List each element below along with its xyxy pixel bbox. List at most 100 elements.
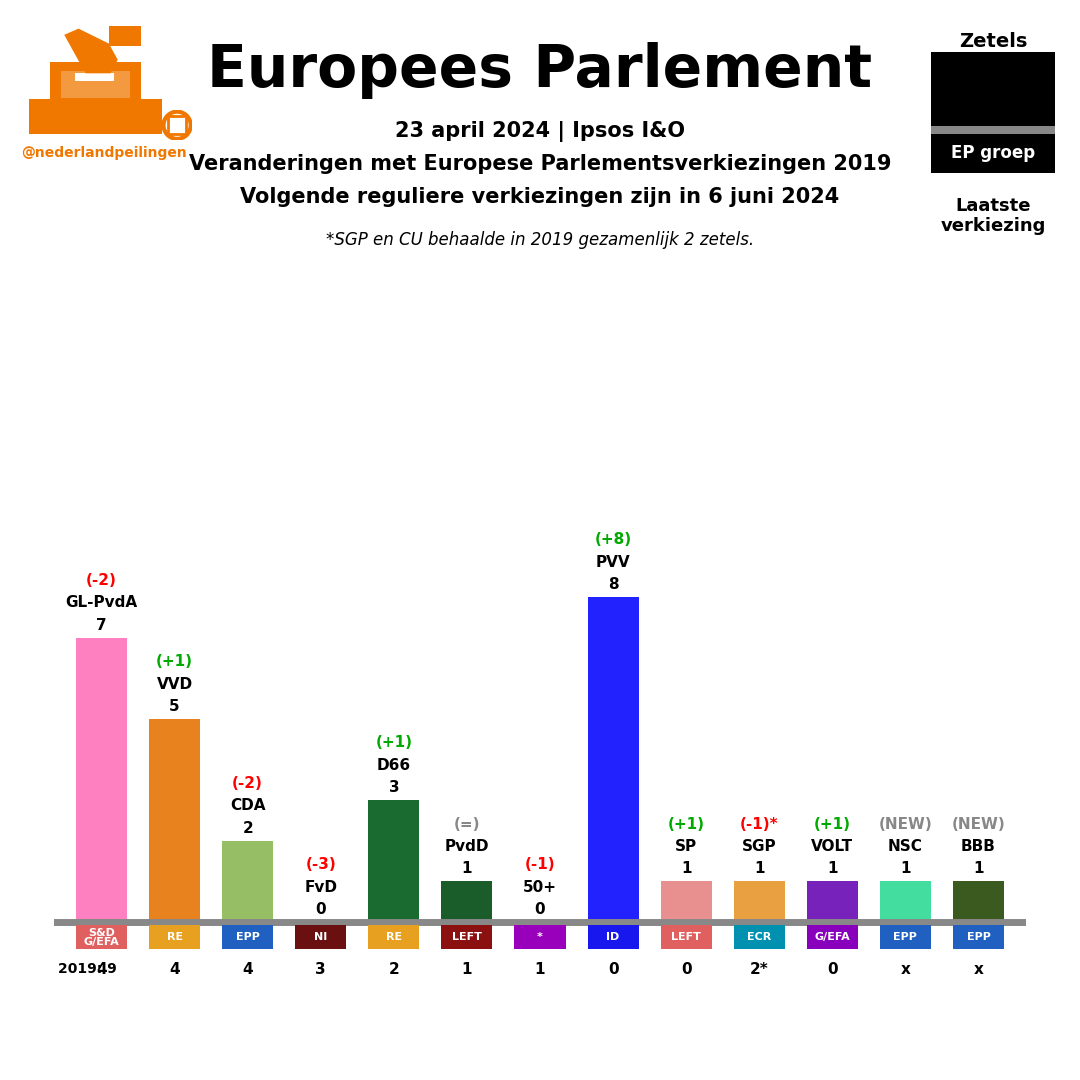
FancyBboxPatch shape [76,926,127,949]
Text: x: x [901,962,910,977]
Text: SP: SP [675,839,698,854]
Text: ID: ID [607,932,620,943]
Text: (-1)*: (-1)* [740,816,779,832]
Text: (NEW): (NEW) [951,816,1005,832]
Text: (-3): (-3) [306,858,336,873]
Text: 4: 4 [96,962,107,977]
Text: D66: D66 [377,758,410,773]
FancyBboxPatch shape [222,926,273,949]
Text: 0: 0 [608,962,619,977]
Text: 2: 2 [389,962,400,977]
Text: 1: 1 [973,862,984,876]
Text: EP groep: EP groep [951,145,1035,162]
Text: ECR: ECR [747,932,771,943]
FancyBboxPatch shape [295,926,347,949]
Text: 1: 1 [827,862,838,876]
Text: 1: 1 [754,862,765,876]
Text: G/EFA: G/EFA [814,932,850,943]
Text: 0: 0 [827,962,838,977]
Text: 0: 0 [680,962,691,977]
FancyBboxPatch shape [442,926,492,949]
FancyBboxPatch shape [514,926,566,949]
Text: RE: RE [166,932,183,943]
Text: 50+: 50+ [523,880,557,894]
Bar [368,800,419,922]
Text: 1: 1 [535,962,545,977]
Text: FvD: FvD [305,880,337,894]
Bar [76,637,127,922]
Text: 5: 5 [170,699,180,714]
Text: x: x [973,962,984,977]
Text: CDA: CDA [230,798,266,813]
Text: *: * [537,932,543,943]
Bar [60,71,131,98]
Text: PVV: PVV [596,555,631,570]
Bar [149,719,200,922]
Text: (-1): (-1) [525,858,555,873]
FancyBboxPatch shape [953,926,1004,949]
Text: 4: 4 [170,962,180,977]
Polygon shape [65,29,118,73]
Text: (+1): (+1) [376,735,413,751]
Text: 7: 7 [96,618,107,633]
Text: NSC: NSC [888,839,922,854]
Bar [168,117,186,134]
Text: Zetels: Zetels [959,31,1028,51]
Text: PvdD: PvdD [445,839,489,854]
FancyBboxPatch shape [661,926,712,949]
Bar [733,881,785,922]
Text: S&D
G/EFA: S&D G/EFA [83,928,120,947]
Text: Europees Parlement: Europees Parlement [207,42,873,98]
Text: NI: NI [314,932,327,943]
FancyBboxPatch shape [149,926,200,949]
Text: Volgende reguliere verkiezingen zijn in 6 juni 2024: Volgende reguliere verkiezingen zijn in … [241,187,839,206]
Text: RE: RE [386,932,402,943]
Text: EPP: EPP [893,932,917,943]
Bar [222,840,273,922]
Text: (-2): (-2) [86,573,117,588]
Text: EPP: EPP [235,932,259,943]
Text: @nederlandpeilingen: @nederlandpeilingen [21,146,187,160]
Text: 0: 0 [535,902,545,917]
Bar [661,881,712,922]
Text: 1: 1 [680,862,691,876]
Bar [807,881,858,922]
FancyBboxPatch shape [368,926,419,949]
Text: 1: 1 [900,862,910,876]
Text: (=): (=) [454,816,481,832]
Text: GL-PvdA: GL-PvdA [66,595,137,610]
Text: 3: 3 [389,780,400,795]
FancyBboxPatch shape [807,926,858,949]
Text: (-2): (-2) [232,777,264,791]
Text: 8: 8 [608,577,619,592]
Bar [109,26,140,46]
Text: 0: 0 [315,902,326,917]
Text: LEFT: LEFT [672,932,701,943]
Bar [50,63,140,99]
Text: 2: 2 [242,821,253,836]
Text: SGP: SGP [742,839,777,854]
Bar [75,73,114,81]
Text: (+1): (+1) [157,654,193,670]
Text: 3: 3 [315,962,326,977]
Text: Veranderingen met Europese Parlementsverkiezingen 2019: Veranderingen met Europese Parlementsver… [189,154,891,174]
Text: VOLT: VOLT [811,839,853,854]
Text: 2*: 2* [750,962,769,977]
Text: EPP: EPP [967,932,990,943]
Text: 23 april 2024 | Ipsos I&O: 23 april 2024 | Ipsos I&O [395,121,685,143]
Text: VVD: VVD [157,676,192,691]
Text: (NEW): (NEW) [878,816,932,832]
Text: 1: 1 [461,962,472,977]
Bar [442,881,492,922]
Text: 4: 4 [242,962,253,977]
Bar [953,881,1004,922]
Text: 2019: 9: 2019: 9 [57,962,117,976]
Text: (+1): (+1) [667,816,704,832]
Bar [588,597,638,922]
Text: *SGP en CU behaalde in 2019 gezamenlijk 2 zetels.: *SGP en CU behaalde in 2019 gezamenlijk … [326,231,754,248]
Text: BBB: BBB [961,839,996,854]
Text: LEFT: LEFT [451,932,482,943]
Bar [880,881,931,922]
Text: 1: 1 [461,862,472,876]
FancyBboxPatch shape [733,926,785,949]
